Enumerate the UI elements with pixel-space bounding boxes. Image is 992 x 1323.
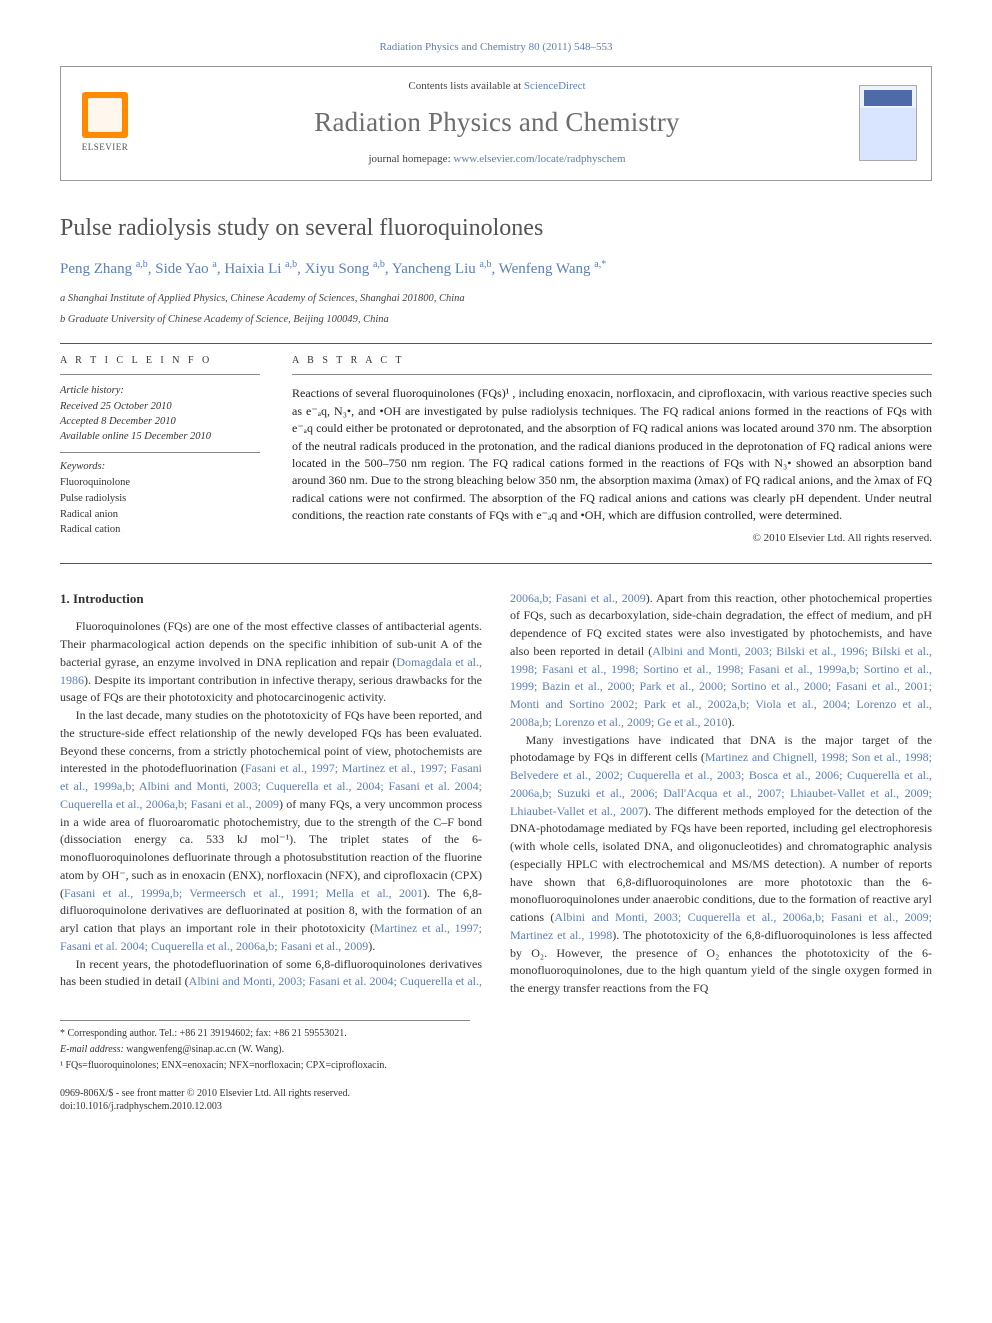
info-divider-1: [60, 374, 260, 375]
email-label: E-mail address:: [60, 1044, 124, 1055]
corresponding-author-footnote: * Corresponding author. Tel.: +86 21 391…: [60, 1027, 470, 1041]
history-accepted: Accepted 8 December 2010: [60, 414, 260, 429]
history-heading: Article history:: [60, 383, 260, 398]
footnotes-block: * Corresponding author. Tel.: +86 21 391…: [60, 1020, 470, 1073]
email-footnote: E-mail address: wangwenfeng@sinap.ac.cn …: [60, 1043, 470, 1057]
journal-header-box: ELSEVIER Contents lists available at Sci…: [60, 66, 932, 181]
p2b-text: ) of many FQs, a very uncommon process i…: [60, 797, 482, 900]
p3c-text: ).: [728, 715, 735, 729]
p2d-text: ).: [368, 939, 375, 953]
article-title: Pulse radiolysis study on several fluoro…: [60, 211, 932, 246]
keyword-2: Pulse radiolysis: [60, 491, 260, 507]
author-list: Peng Zhang a,b, Side Yao a, Haixia Li a,…: [60, 258, 932, 281]
intro-paragraph-4: Many investigations have indicated that …: [510, 732, 932, 998]
keyword-1: Fluoroquinolone: [60, 475, 260, 491]
contents-prefix: Contents lists available at: [408, 80, 523, 92]
contents-available-line: Contents lists available at ScienceDirec…: [153, 79, 841, 95]
keyword-4: Radical cation: [60, 522, 260, 538]
history-received: Received 25 October 2010: [60, 399, 260, 414]
history-online: Available online 15 December 2010: [60, 429, 260, 444]
elsevier-tree-icon: [82, 92, 128, 138]
abbreviations-footnote: ¹ FQs=fluoroquinolones; ENX=enoxacin; NF…: [60, 1059, 470, 1073]
abstract-text: Reactions of several fluoroquinolones (F…: [292, 385, 932, 524]
sciencedirect-link[interactable]: ScienceDirect: [524, 80, 586, 92]
divider-below-abstract: [60, 563, 932, 564]
doi-line: doi:10.1016/j.radphyschem.2010.12.003: [60, 1100, 932, 1114]
email-value[interactable]: wangwenfeng@sinap.ac.cn (W. Wang).: [126, 1044, 284, 1055]
p1-tail: ). Despite its important contribution in…: [60, 673, 482, 705]
keywords-heading: Keywords:: [60, 459, 260, 475]
intro-paragraph-1: Fluoroquinolones (FQs) are one of the mo…: [60, 618, 482, 707]
issn-line: 0969-806X/$ - see front matter © 2010 El…: [60, 1087, 932, 1101]
keyword-3: Radical anion: [60, 507, 260, 523]
journal-cover-thumbnail: [859, 85, 917, 161]
section-1-heading: 1. Introduction: [60, 590, 482, 609]
page-footer: 0969-806X/$ - see front matter © 2010 El…: [60, 1087, 932, 1114]
affiliation-b: b Graduate University of Chinese Academy…: [60, 312, 932, 327]
divider-top: [60, 343, 932, 344]
abstract-copyright: © 2010 Elsevier Ltd. All rights reserved…: [292, 531, 932, 547]
intro-paragraph-2: In the last decade, many studies on the …: [60, 707, 482, 956]
homepage-link[interactable]: www.elsevier.com/locate/radphyschem: [453, 153, 625, 165]
info-divider-2: [60, 452, 260, 453]
affiliation-a: a Shanghai Institute of Applied Physics,…: [60, 291, 932, 306]
journal-title: Radiation Physics and Chemistry: [153, 103, 841, 142]
homepage-line: journal homepage: www.elsevier.com/locat…: [153, 152, 841, 168]
elsevier-label: ELSEVIER: [82, 141, 129, 154]
abstract-column: A B S T R A C T Reactions of several flu…: [292, 354, 932, 547]
elsevier-logo: ELSEVIER: [75, 88, 135, 158]
journal-reference: Radiation Physics and Chemistry 80 (2011…: [60, 40, 932, 56]
homepage-prefix: journal homepage:: [368, 153, 453, 165]
abstract-divider: [292, 374, 932, 375]
article-info-column: A R T I C L E I N F O Article history: R…: [60, 354, 260, 547]
abstract-label: A B S T R A C T: [292, 354, 932, 369]
cite-triplet-states-group[interactable]: Fasani et al., 1999a,b; Vermeersch et al…: [64, 886, 423, 900]
body-two-column: 1. Introduction Fluoroquinolones (FQs) a…: [60, 590, 932, 998]
article-info-label: A R T I C L E I N F O: [60, 354, 260, 369]
p4b-text: ). The different methods employed for th…: [510, 804, 932, 925]
